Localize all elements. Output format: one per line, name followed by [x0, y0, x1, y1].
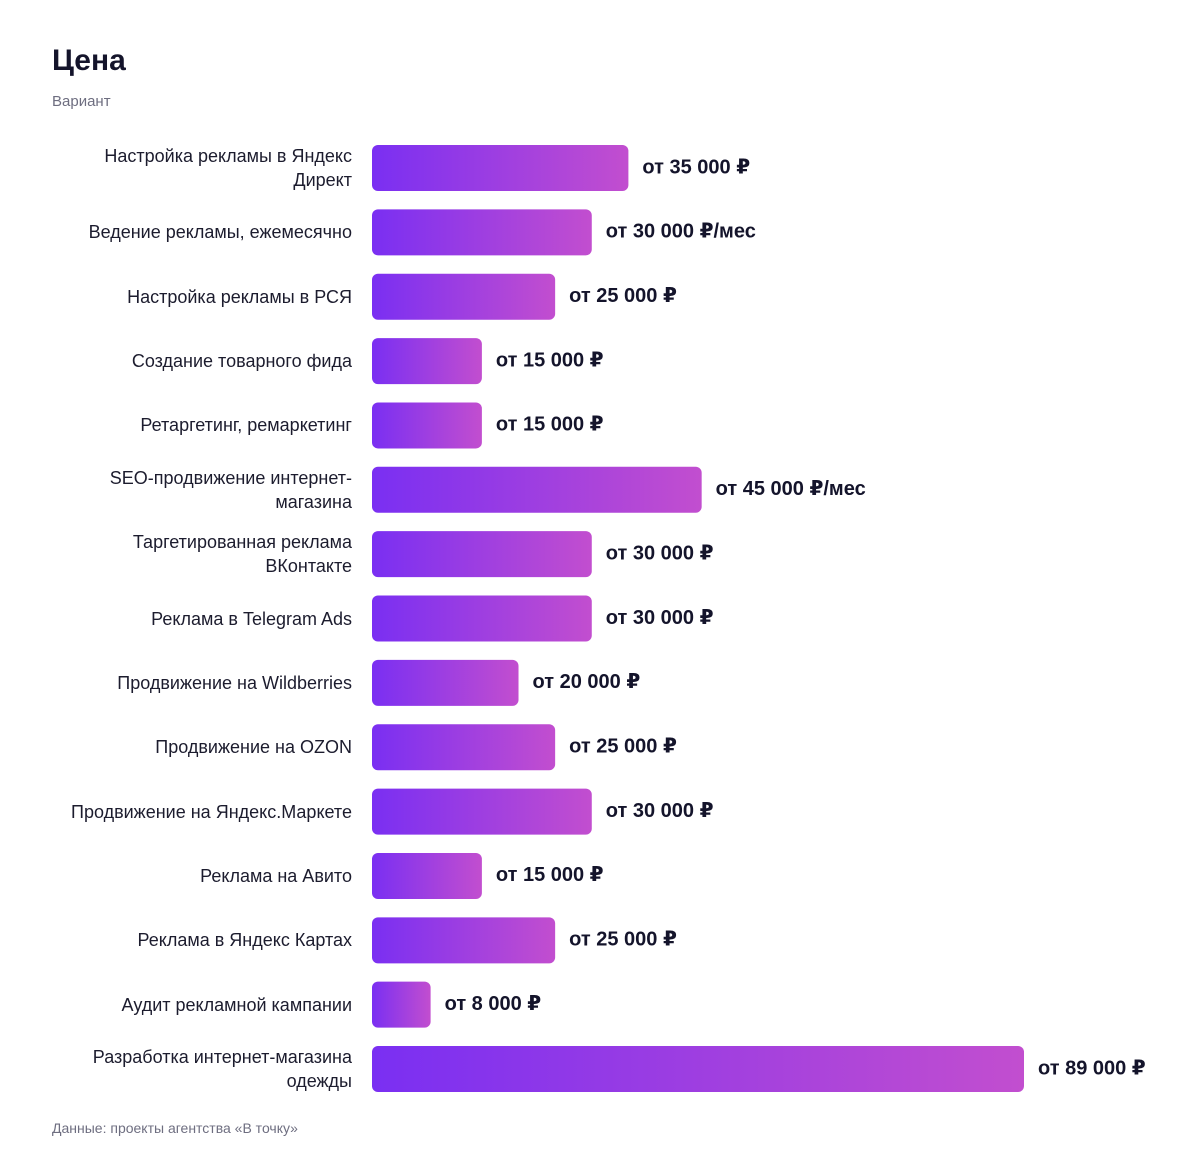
value-label: от 30 000 ₽ — [606, 542, 714, 564]
category-label: Разработка интернет-магазина одежды — [92, 1047, 352, 1092]
bar — [372, 917, 556, 964]
chart-title: Цена — [52, 44, 126, 77]
value-label: от 25 000 ₽ — [569, 736, 677, 758]
category-label: SEO-продвижение интернет-магазина — [109, 467, 352, 512]
bar — [372, 209, 592, 256]
bar — [372, 1046, 1024, 1093]
bar — [372, 788, 592, 835]
bar — [372, 724, 556, 771]
category-label: Реклама в Яндекс Картах — [137, 930, 352, 951]
bar — [372, 338, 482, 385]
category-label: Продвижение на Яндекс.Маркете — [71, 801, 352, 822]
category-label: Создание товарного фида — [131, 351, 352, 372]
category-label: Реклама на Авито — [200, 865, 352, 886]
chart-source: Данные: проекты агентства «В точку» — [52, 1120, 298, 1136]
category-label: Реклама в Telegram Ads — [151, 608, 352, 629]
value-label: от 89 000 ₽ — [1038, 1057, 1146, 1079]
bar — [372, 466, 702, 513]
bar — [372, 595, 592, 642]
bar — [372, 145, 629, 191]
value-label: от 30 000 ₽ — [606, 800, 714, 822]
chart-subtitle: Вариант — [52, 93, 111, 110]
value-label: от 15 000 ₽ — [496, 349, 604, 371]
value-label: от 25 000 ₽ — [569, 285, 677, 307]
category-label: Настройка рекламы в РСЯ — [127, 286, 352, 307]
bar — [372, 273, 556, 320]
bar — [372, 852, 482, 899]
bar — [372, 531, 592, 578]
category-label: Настройка рекламы в Яндекс Директ — [104, 146, 352, 190]
category-label: Продвижение на Wildberries — [117, 672, 352, 693]
value-label: от 35 000 ₽ — [642, 156, 750, 178]
bar — [372, 659, 519, 706]
category-label: Ретаргетинг, ремаркетинг — [140, 415, 352, 436]
value-label: от 25 000 ₽ — [569, 929, 677, 951]
value-label: от 15 000 ₽ — [496, 414, 604, 436]
category-label: Таргетированная реклама ВКонтакте — [132, 532, 352, 577]
value-label: от 15 000 ₽ — [496, 864, 604, 886]
value-label: от 45 000 ₽/мес — [716, 478, 866, 500]
category-label: Ведение рекламы, ежемесячно — [88, 222, 352, 243]
value-label: от 30 000 ₽ — [606, 607, 714, 629]
category-label: Продвижение на OZON — [155, 737, 352, 758]
value-label: от 8 000 ₽ — [445, 993, 542, 1015]
bar — [372, 981, 431, 1028]
value-label: от 30 000 ₽/мес — [606, 221, 756, 243]
category-label: Аудит рекламной кампании — [121, 994, 352, 1015]
value-label: от 20 000 ₽ — [533, 671, 641, 693]
bar — [372, 402, 482, 449]
